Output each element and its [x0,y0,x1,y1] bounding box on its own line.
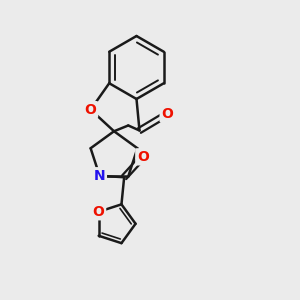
Text: O: O [137,150,149,164]
Text: N: N [94,169,105,183]
Text: O: O [93,205,105,219]
Text: O: O [161,107,173,121]
Text: O: O [85,103,97,117]
